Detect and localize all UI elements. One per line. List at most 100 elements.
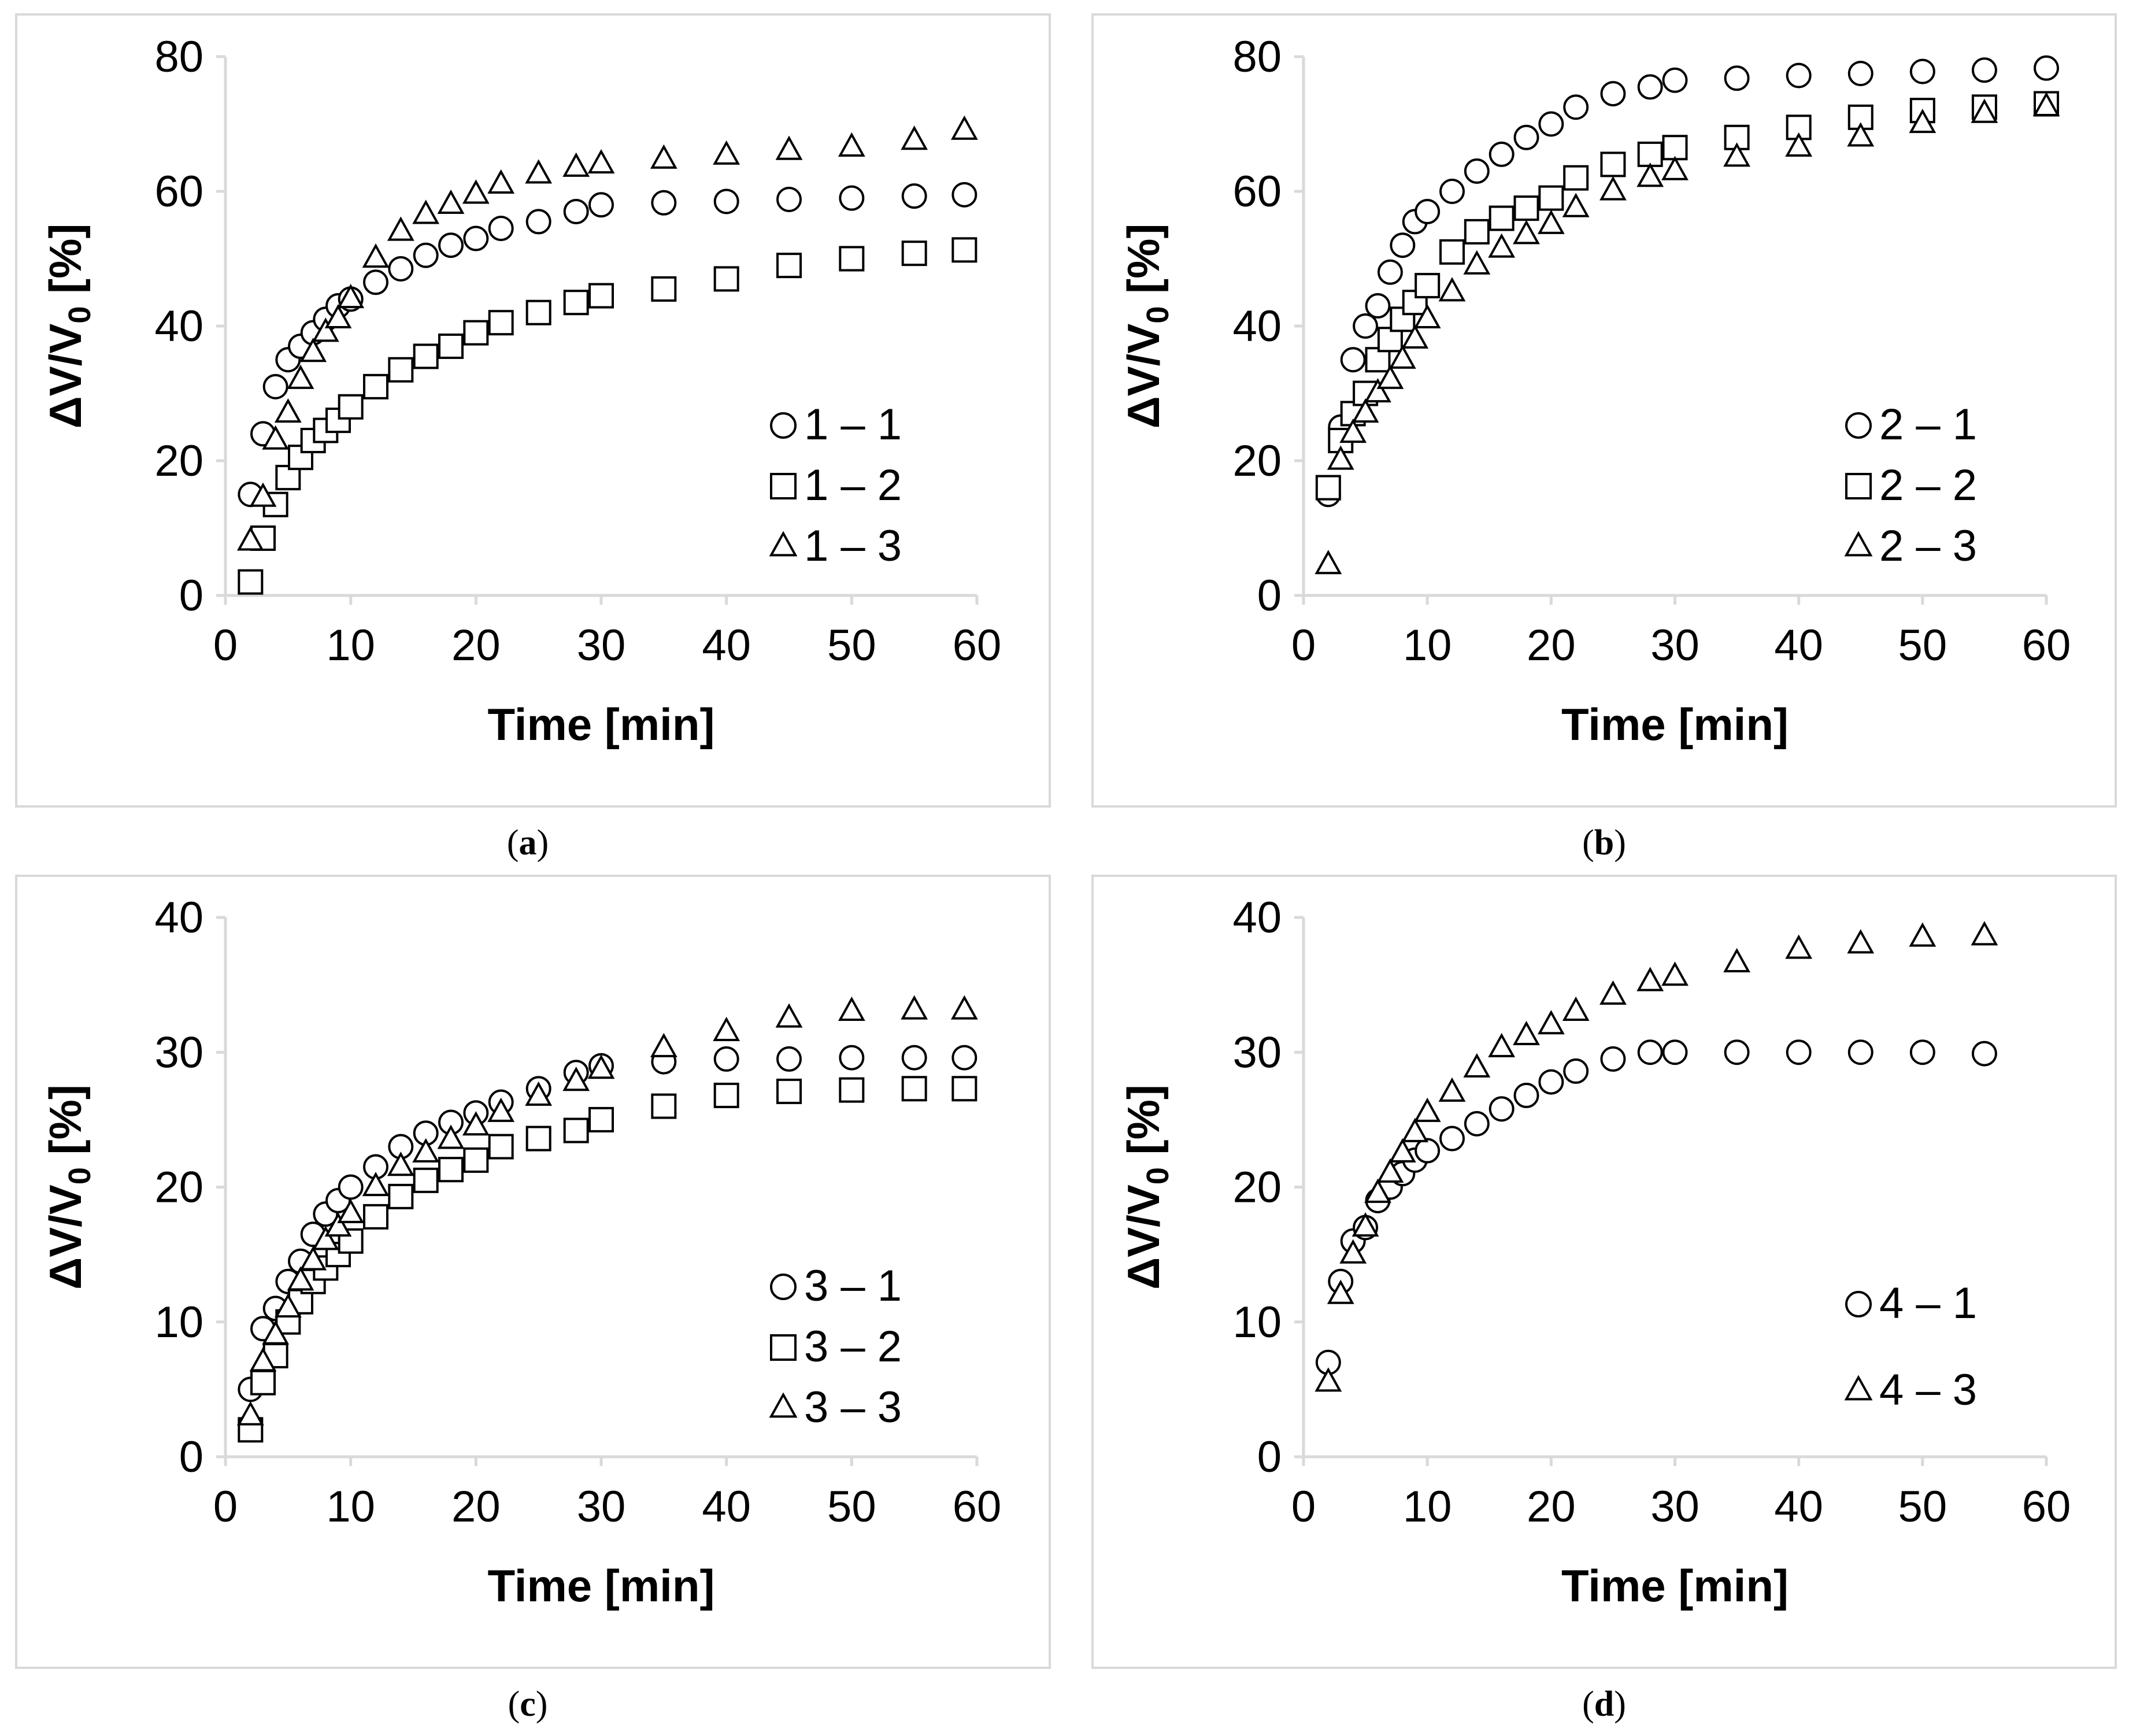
legend-label: 2 – 1 — [1879, 400, 1977, 449]
data-point — [775, 1003, 803, 1028]
series-23 — [1315, 91, 2060, 575]
data-point — [463, 225, 489, 251]
data-point — [363, 373, 388, 399]
data-point — [1847, 61, 1873, 87]
y-tick-label: 20 — [1232, 1163, 1282, 1212]
data-point — [413, 343, 439, 369]
data-point — [651, 190, 677, 216]
data-point — [236, 526, 264, 551]
panel-a-frame — [15, 13, 1051, 808]
data-point — [1637, 141, 1663, 167]
x-tick-label: 20 — [451, 1482, 501, 1531]
data-point — [438, 232, 464, 258]
panel-c-plot: 0 10 20 30 40 0 10 20 30 40 50 60 Time [min] ΔV/V0 [%… — [40, 893, 1001, 1611]
data-point — [1413, 303, 1441, 329]
y-axis-title: ΔV/V0 [%] — [40, 1084, 97, 1290]
data-point — [562, 152, 590, 177]
data-point — [1724, 1039, 1750, 1065]
data-point — [525, 159, 553, 184]
data-point — [1600, 1046, 1626, 1072]
x-tick-label: 0 — [213, 621, 238, 670]
legend-marker — [1845, 473, 1872, 499]
panel-b-caption: (b) — [1582, 823, 1626, 863]
data-point — [2032, 91, 2060, 117]
data-point — [1464, 1111, 1490, 1137]
data-point — [1909, 58, 1935, 84]
x-tick-label: 50 — [827, 1482, 876, 1531]
data-point — [1563, 1058, 1589, 1084]
data-point — [1563, 94, 1589, 120]
data-point — [249, 1347, 277, 1372]
data-point — [387, 216, 414, 241]
x-tick-label: 60 — [953, 621, 1002, 670]
data-point — [651, 276, 677, 302]
data-point — [1662, 67, 1688, 93]
data-point — [1538, 1069, 1564, 1095]
data-point — [1724, 65, 1750, 91]
data-point — [901, 183, 927, 209]
panel-a: 0 20 40 60 80 0 10 20 30 40 50 60 Time [min] ΔV/V0 [%… — [15, 13, 1051, 808]
data-point — [1636, 162, 1664, 187]
data-point — [324, 303, 352, 329]
legend-label: 3 – 1 — [804, 1261, 902, 1311]
data-point — [250, 1369, 276, 1396]
y-tick-label: 30 — [154, 1028, 203, 1077]
data-point — [901, 125, 928, 150]
legend-label: 1 – 3 — [804, 521, 902, 571]
data-point — [488, 216, 514, 242]
x-tick-label: 20 — [1527, 1482, 1576, 1531]
data-point — [1537, 209, 1565, 234]
data-point — [1538, 111, 1564, 137]
x-tick-label: 30 — [577, 621, 626, 670]
data-point — [1415, 273, 1441, 299]
series-13 — [236, 115, 978, 551]
data-point — [588, 283, 614, 309]
data-point — [388, 256, 414, 282]
data-point — [488, 1134, 514, 1160]
y-tick-label: 10 — [154, 1298, 203, 1347]
data-point — [1389, 1138, 1416, 1163]
x-tick-label: 0 — [1291, 1482, 1316, 1531]
x-tick-label: 10 — [1403, 1482, 1452, 1531]
data-point — [525, 209, 551, 235]
legend-marker — [769, 1392, 798, 1418]
data-point — [562, 1067, 590, 1091]
data-point — [587, 1054, 615, 1079]
x-tick-label: 10 — [326, 1482, 375, 1531]
data-point — [412, 199, 440, 224]
legend-marker — [770, 473, 797, 499]
legend-marker — [1845, 1291, 1872, 1317]
x-tick-label: 50 — [827, 621, 876, 670]
legend-marker — [1844, 1375, 1873, 1401]
data-point — [951, 182, 978, 208]
x-tick-label: 30 — [1650, 1482, 1700, 1531]
data-point — [1513, 1020, 1540, 1045]
y-tick-label: 0 — [1257, 1433, 1282, 1482]
data-point — [951, 1045, 978, 1071]
data-point — [1513, 220, 1540, 245]
y-tick-label: 20 — [1232, 436, 1282, 486]
data-point — [262, 1320, 290, 1345]
data-point — [1489, 141, 1515, 167]
x-tick-label: 60 — [2022, 621, 2071, 670]
data-point — [262, 425, 290, 450]
data-point — [1315, 475, 1341, 501]
data-point — [1723, 142, 1750, 167]
data-point — [776, 1078, 802, 1104]
data-point — [1340, 347, 1366, 373]
data-point — [1401, 1117, 1429, 1142]
panel-a-caption: (a) — [507, 823, 549, 863]
data-point — [1723, 947, 1750, 972]
data-point — [1464, 219, 1490, 245]
x-tick-label: 30 — [577, 1482, 626, 1531]
data-point — [1636, 967, 1664, 991]
data-point — [839, 1077, 865, 1103]
data-point — [1413, 1097, 1441, 1122]
legend-label: 2 – 2 — [1879, 461, 1977, 510]
data-point — [488, 310, 514, 336]
data-point — [1364, 1178, 1391, 1203]
y-tick-label: 40 — [154, 893, 203, 942]
y-axis-title: ΔV/V0 [%] — [1118, 1084, 1175, 1290]
legend: 2 – 1 2 – 2 2 – 3 — [1844, 400, 1977, 571]
